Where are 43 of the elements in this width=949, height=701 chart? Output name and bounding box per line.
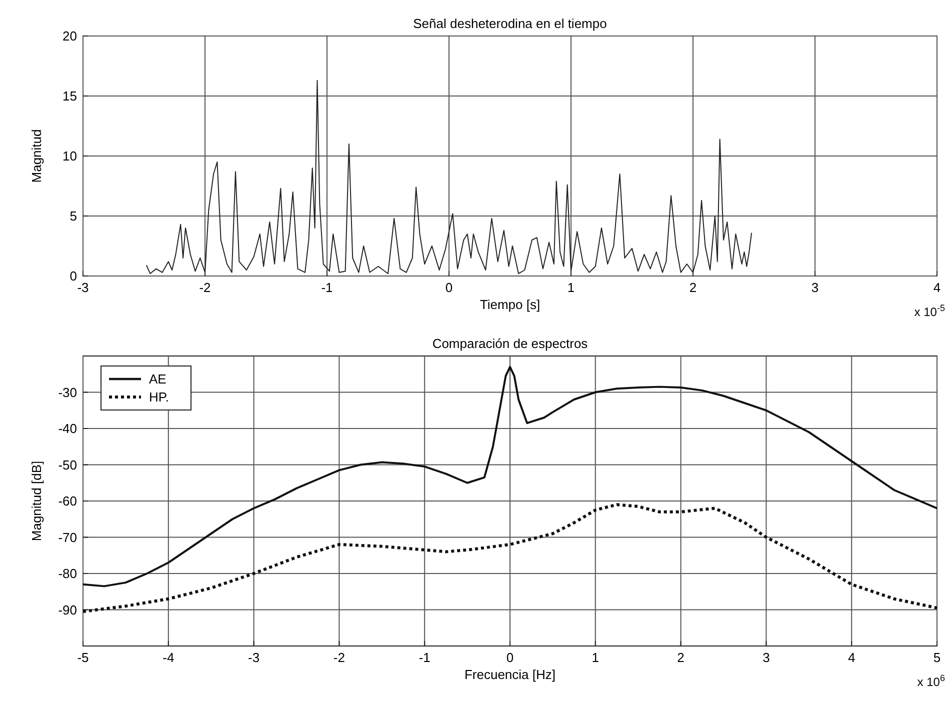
y-tick-label: 5 (70, 208, 77, 224)
x-tick-label: 4 (933, 280, 941, 295)
y-tick-label: -80 (58, 566, 77, 581)
y-tick-label: 15 (62, 88, 77, 104)
x-tick-label: 3 (762, 650, 770, 665)
chart-title: Señal desheterodina en el tiempo (413, 16, 607, 31)
chart-title: Comparación de espectros (432, 336, 588, 351)
y-tick-label: -40 (58, 421, 77, 436)
y-tick-label: 10 (62, 148, 77, 164)
x-axis-title: Tiempo [s] (480, 297, 540, 312)
y-tick-label: 0 (70, 268, 77, 284)
x-tick-label: 2 (689, 280, 697, 295)
line-series (82, 503, 938, 614)
x-tick-label: -3 (77, 280, 89, 295)
legend-label: AE (149, 372, 167, 386)
x-tick-label: -4 (162, 650, 174, 665)
x-tick-label: 0 (445, 280, 453, 295)
y-tick-label: -50 (58, 457, 77, 472)
y-axis-title: Magnitud [dB] (29, 460, 44, 542)
line-series (82, 366, 938, 588)
x-tick-label: 1 (592, 650, 600, 665)
y-tick-label: -60 (58, 494, 77, 508)
y-tick-label: -90 (58, 602, 77, 618)
x-tick-label: -5 (77, 650, 89, 665)
y-tick-label: -30 (58, 384, 77, 400)
y-tick-label: 20 (62, 28, 77, 44)
x-tick-label: -3 (248, 650, 260, 665)
x-tick-label: -2 (333, 650, 345, 665)
text: x 10$^{6}$ (917, 673, 945, 689)
x-tick-label: 2 (677, 650, 684, 665)
x-axis-title: Frecuencia [Hz] (464, 667, 556, 682)
x-tick-label: 4 (848, 650, 856, 665)
y-tick-label: -70 (58, 530, 77, 545)
text: x 10$^{-5}$ (914, 303, 945, 319)
legend-label: HP. (149, 390, 169, 404)
x-tick-label: 1 (567, 280, 575, 295)
y-axis-title: Magnitud (29, 129, 44, 183)
x-tick-label: -2 (199, 280, 211, 295)
x-tick-label: -1 (321, 280, 333, 295)
x-tick-label: -1 (418, 650, 430, 665)
x-tick-label: 0 (506, 650, 514, 665)
x-tick-label: 3 (811, 280, 819, 295)
x-tick-label: 5 (933, 650, 941, 665)
